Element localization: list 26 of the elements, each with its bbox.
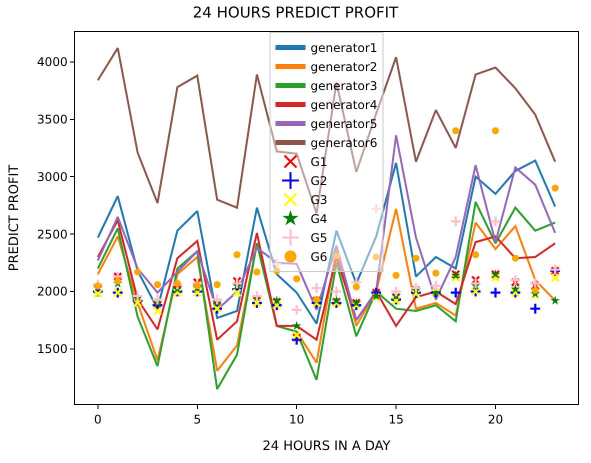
x-axis-title: 24 HOURS IN A DAY	[262, 439, 391, 454]
y-tick-label: 4000	[37, 55, 68, 70]
legend-label: generator3	[310, 79, 378, 94]
y-tick-label: 3000	[37, 170, 68, 184]
legend-label: G6	[310, 250, 328, 264]
y-tick-label: 1500	[37, 342, 68, 356]
legend-label: generator5	[310, 117, 378, 132]
legend-label: G5	[310, 231, 328, 246]
legend-label: G1	[310, 155, 328, 170]
y-tick-label: 2500	[37, 227, 68, 242]
legend-label: generator4	[310, 98, 378, 112]
legend-label: G4	[310, 212, 328, 226]
legend-label: generator2	[310, 60, 378, 74]
y-tick-label: 2000	[37, 284, 68, 299]
x-tick-label: 10	[289, 412, 304, 426]
legend-label: generator6	[310, 136, 378, 150]
x-tick-label: 20	[488, 412, 504, 426]
x-tick-label: 5	[193, 412, 202, 426]
x-tick-label: 0	[94, 412, 102, 426]
y-axis-title: PREDICT PROFIT	[7, 164, 22, 272]
chart-title: 24 HOURS PREDICT PROFIT	[192, 3, 400, 22]
x-tick-label: 15	[388, 412, 404, 426]
legend-label: G3	[310, 193, 328, 208]
legend-label: G2	[310, 174, 328, 188]
legend-label: generator1	[310, 41, 378, 56]
y-tick-label: 3500	[37, 112, 68, 126]
